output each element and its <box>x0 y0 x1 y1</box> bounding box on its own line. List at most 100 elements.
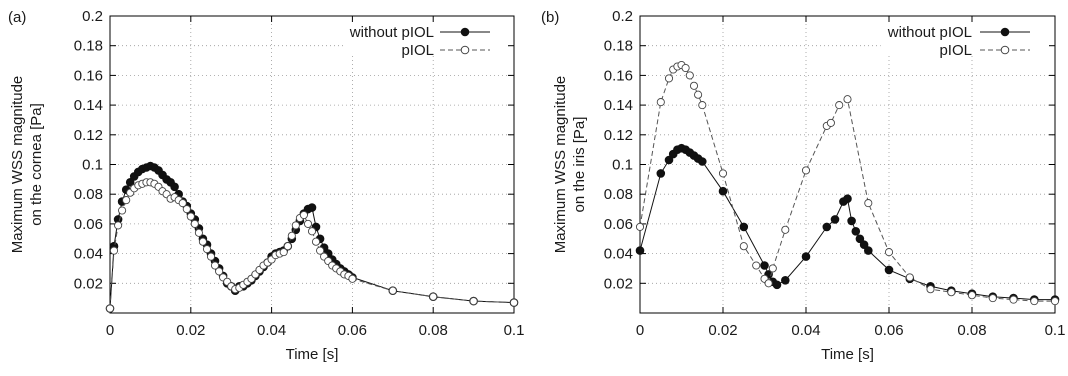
y-tick-label: 0.16 <box>74 67 103 84</box>
y-tick-label: 0.04 <box>74 246 103 263</box>
series-piol-point <box>114 221 123 230</box>
series-piol-point <box>1009 295 1018 304</box>
series-without-piol-point <box>859 240 869 249</box>
series-piol-point <box>118 206 127 215</box>
legend-label-series-without-piol: without pIOL <box>349 24 434 41</box>
series-piol-point <box>122 196 131 205</box>
x-tick-label: 0 <box>636 322 644 339</box>
series-piol-point <box>291 221 300 230</box>
series-piol-point <box>764 279 773 288</box>
x-tick-label: 0.02 <box>176 322 205 339</box>
series-piol-point <box>884 248 894 257</box>
panel-label: (a) <box>8 9 26 26</box>
series-piol-point <box>210 261 220 270</box>
y-tick-label: 0.08 <box>74 186 103 203</box>
series-piol-point <box>967 291 977 300</box>
x-tick-label: 0.08 <box>419 322 448 339</box>
y-axis-label-line1: Maximum WSS magnitude <box>552 76 569 254</box>
series-without-piol-point <box>830 215 840 224</box>
series-piol-point <box>988 294 997 303</box>
series-piol-point <box>694 90 703 99</box>
y-tick-label: 0.1 <box>612 157 633 174</box>
series-piol-point <box>739 242 748 251</box>
series-piol-point <box>105 304 115 313</box>
series-piol-point <box>178 199 187 208</box>
x-tick-label: 0 <box>106 322 114 339</box>
y-tick-label: 0.04 <box>604 246 633 263</box>
series-without-piol-point <box>656 169 666 178</box>
series-piol-point <box>752 261 761 270</box>
series-without-piol-point <box>884 265 894 275</box>
series-without-piol-point <box>843 194 852 203</box>
series-piol-point <box>206 252 216 261</box>
series-piol-point <box>781 225 790 234</box>
series-piol-point <box>202 245 212 254</box>
x-tick-label: 0.02 <box>708 322 737 339</box>
series-without-piol-point <box>772 280 782 290</box>
series-piol-point <box>194 228 203 237</box>
series-without-piol-point <box>698 157 707 166</box>
y-tick-label: 0.2 <box>82 8 103 25</box>
series-piol-point <box>926 285 935 294</box>
series-piol-point <box>215 267 224 276</box>
series-piol-point <box>801 166 811 175</box>
y-tick-label: 0.12 <box>74 127 103 144</box>
x-axis-label: Time [s] <box>821 346 874 363</box>
series-piol-point <box>283 242 292 251</box>
chart-panel-b: 0.02 0.04 0.06 0.08 0.1 0.12 0.14 0.16 0.18 0.2 0 0… <box>541 8 1065 363</box>
y-tick-label: 0.18 <box>604 38 633 55</box>
y-tick-label: 0.14 <box>604 97 633 114</box>
x-tick-label: 0.04 <box>257 322 286 339</box>
series-piol-point <box>509 298 519 307</box>
series-without-piol-point <box>170 182 179 192</box>
series-without-piol-point <box>864 246 873 255</box>
series-piol-point <box>905 273 914 282</box>
x-tick-label: 0.06 <box>874 322 903 339</box>
series-piol-point <box>664 74 674 83</box>
series-piol-point <box>635 222 645 231</box>
series-piol-point <box>316 246 325 255</box>
series-piol-point <box>388 286 397 295</box>
y-tick-label: 0.06 <box>604 216 633 233</box>
x-tick-label: 0.06 <box>338 322 367 339</box>
series-piol-point <box>681 63 690 73</box>
y-axis-label-line1: Maximum WSS magnitude <box>9 76 26 254</box>
x-tick-label: 0.1 <box>1045 322 1066 339</box>
series-piol-point <box>685 71 694 80</box>
series-piol-point <box>843 95 852 104</box>
legend-label-series-without-piol: without pIOL <box>887 24 972 41</box>
y-tick-label: 0.2 <box>612 8 633 25</box>
series-piol-point <box>864 199 873 208</box>
y-tick-label: 0.12 <box>604 127 633 144</box>
series-piol-point <box>429 292 438 301</box>
legend-label-series-piol: pIOL <box>939 42 972 59</box>
series-piol-point <box>348 274 357 283</box>
y-tick-label: 0.08 <box>604 186 633 203</box>
series-piol-point <box>303 219 313 228</box>
chart-panel-a: 0.02 0.04 0.06 0.08 0.1 0.12 0.14 0.16 0.18 0.2 0 0… <box>8 8 524 363</box>
x-axis-label: Time [s] <box>286 346 339 363</box>
series-piol-point <box>469 297 478 306</box>
x-tick-label: 0.1 <box>504 322 525 339</box>
y-tick-label: 0.02 <box>74 275 103 292</box>
y-tick-label: 0.18 <box>74 38 103 55</box>
series-piol-point <box>1030 297 1039 306</box>
x-tick-label: 0.04 <box>791 322 820 339</box>
series-without-piol-point <box>851 227 861 236</box>
series-piol-point <box>1050 297 1060 306</box>
series-without-piol-point <box>855 234 865 244</box>
series-piol-point <box>311 237 321 246</box>
y-tick-label: 0.02 <box>604 275 633 292</box>
series-piol-point <box>947 288 956 297</box>
y-axis-label-line2: on the iris [Pa] <box>571 117 588 213</box>
series-piol-point <box>835 101 844 110</box>
y-axis-label-line2: on the cornea [Pa] <box>28 103 45 226</box>
series-piol-point <box>299 210 308 220</box>
legend-marker-series-piol <box>1000 45 1010 55</box>
series-without-piol-point <box>718 186 728 196</box>
series-piol-point <box>186 212 195 221</box>
series-piol-point <box>689 81 699 90</box>
series-without-piol-point <box>781 276 790 285</box>
